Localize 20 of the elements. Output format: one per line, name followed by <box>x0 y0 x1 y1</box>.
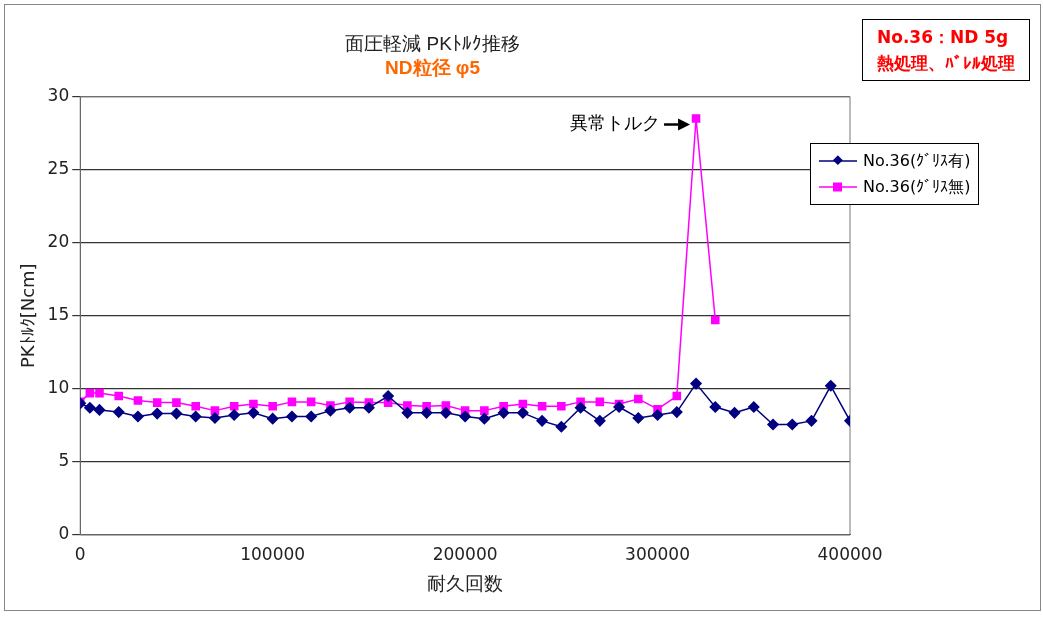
text: No.36：ND 5g 熱処理、ﾊﾞﾚﾙ処理 <box>862 19 1030 81</box>
y-tick-label: 30 <box>47 85 70 106</box>
y-tick-label: 0 <box>58 523 70 544</box>
x-tick-label: 300000 <box>625 544 691 565</box>
x-tick-label: 200000 <box>432 544 498 565</box>
x-axis-title: 耐久回数 <box>427 571 504 594</box>
y-tick-label: 25 <box>47 158 70 179</box>
y-tick-label: 5 <box>58 450 70 471</box>
y-tick-label: 20 <box>47 231 70 252</box>
y-tick-label: 10 <box>47 377 70 398</box>
y-axis-title: PKﾄﾙｸ[Ncm] <box>17 263 39 368</box>
annotation: 異常トルク <box>570 112 661 134</box>
y-tick-label: 15 <box>47 304 70 325</box>
x-tick-label: 100000 <box>240 544 306 565</box>
legend-label: No.36(ｸﾞﾘｽ無) <box>863 176 971 198</box>
x-tick-label: 0 <box>74 544 86 565</box>
legend-label: No.36(ｸﾞﾘｽ有) <box>863 150 971 172</box>
chart-title: 面圧軽減 PKﾄﾙｸ推移 <box>345 32 520 54</box>
chart-subtitle: ND粒径 φ5 <box>385 57 481 79</box>
x-tick-label: 400000 <box>817 544 883 565</box>
